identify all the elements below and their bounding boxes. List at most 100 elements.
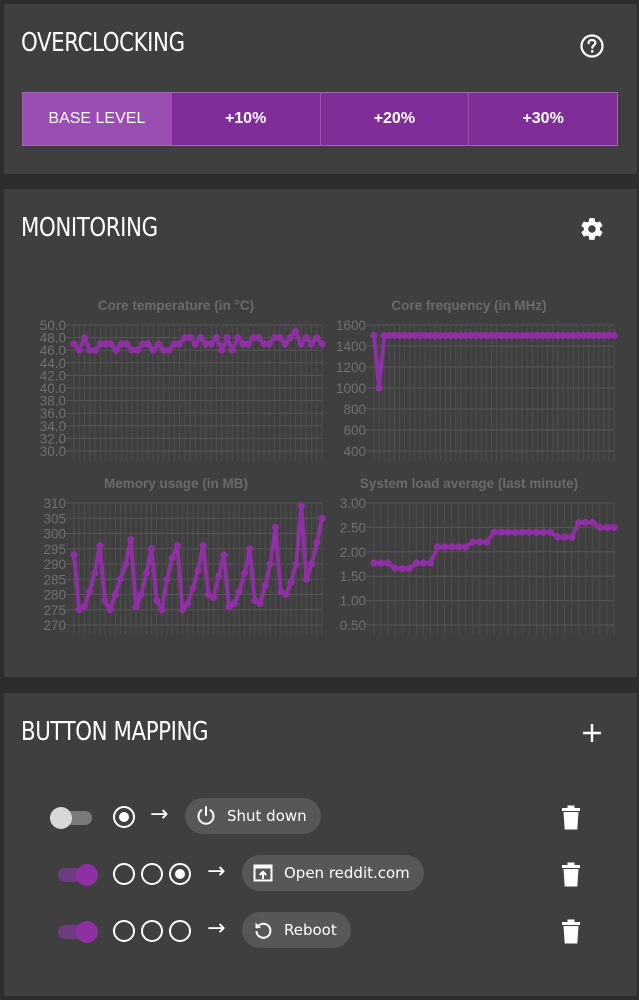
y-tick-label: 38.0: [40, 394, 66, 409]
y-tick-label: 3.00: [340, 496, 366, 511]
press-indicator[interactable]: [113, 806, 135, 828]
data-point: [292, 560, 300, 568]
action-reboot-button[interactable]: Reboot: [242, 912, 351, 948]
y-tick-label: 300: [43, 527, 66, 542]
delete-icon[interactable]: [560, 919, 582, 945]
data-point: [532, 528, 540, 536]
level-plus10-button[interactable]: +10%: [172, 93, 321, 145]
press-indicator[interactable]: [169, 863, 191, 885]
core-temperature-chart: Core temperature (in °C) 50.0 48.0 46.0 44.0…: [22, 291, 326, 466]
help-circle-icon[interactable]: [578, 32, 606, 60]
data-point: [170, 340, 178, 348]
press-indicator[interactable]: [141, 863, 163, 885]
action-open-url-button[interactable]: Open reddit.com: [242, 855, 424, 891]
data-point: [589, 518, 597, 527]
action-shut-down-button[interactable]: Shut down: [185, 798, 321, 834]
data-point: [455, 543, 463, 551]
data-point: [70, 340, 78, 348]
data-point: [390, 331, 399, 340]
press-indicator[interactable]: [141, 920, 163, 942]
data-point: [426, 559, 435, 567]
press-indicator[interactable]: [113, 920, 135, 942]
gear-icon[interactable]: [578, 215, 606, 243]
y-tick-label: 305: [43, 511, 66, 526]
data-point: [431, 331, 439, 340]
data-point: [144, 340, 152, 348]
data-point: [448, 543, 456, 551]
delete-icon[interactable]: [560, 805, 582, 831]
data-point: [207, 340, 215, 348]
y-tick-label: 42.0: [40, 368, 66, 383]
action-label: Shut down: [227, 807, 307, 825]
action-label: Reboot: [284, 921, 337, 939]
level-plus30-button[interactable]: +30%: [522, 110, 564, 127]
data-point: [70, 551, 78, 559]
y-tick-label: 36.0: [40, 406, 66, 421]
y-tick-label: 1200: [336, 360, 366, 375]
data-point: [476, 538, 484, 546]
monitoring-card: MONITORING Core temperature (in °C) 50.0 4…: [4, 189, 637, 677]
data-point: [153, 597, 161, 605]
enable-toggle[interactable]: [48, 806, 92, 830]
arrow-icon: →: [207, 859, 226, 884]
y-tick-label: 275: [43, 603, 66, 618]
data-point: [292, 327, 300, 335]
data-point: [405, 564, 413, 572]
toggle-knob: [76, 921, 98, 943]
data-point: [181, 334, 189, 342]
data-point: [297, 502, 305, 510]
level-base-button[interactable]: BASE LEVEL: [23, 93, 172, 145]
enable-toggle[interactable]: [54, 920, 98, 944]
data-point: [539, 528, 548, 536]
press-indicator[interactable]: [113, 863, 135, 885]
data-point: [235, 587, 243, 596]
data-point: [197, 334, 205, 342]
y-tick-label: 46.0: [40, 343, 66, 358]
data-point: [441, 331, 450, 340]
data-point: [412, 559, 420, 567]
data-point: [421, 331, 429, 340]
y-tick-label: 290: [43, 557, 66, 572]
data-point: [286, 334, 294, 342]
level-plus20-button[interactable]: +20%: [321, 93, 470, 145]
data-point: [483, 538, 491, 546]
data-point: [457, 331, 465, 340]
data-point: [271, 523, 280, 531]
plus-icon[interactable]: [578, 719, 606, 747]
data-point: [138, 340, 147, 348]
data-point: [564, 331, 572, 340]
data-point: [313, 539, 321, 547]
data-point: [584, 331, 593, 340]
data-point: [175, 340, 184, 348]
data-point: [440, 543, 449, 551]
data-point: [574, 331, 582, 340]
data-point: [107, 340, 115, 348]
data-point: [419, 559, 428, 567]
data-point: [595, 331, 603, 340]
data-point: [452, 331, 460, 340]
delete-icon[interactable]: [560, 862, 582, 888]
overclock-level-selector: BASE LEVEL +10% +20% +30%: [22, 92, 618, 146]
data-point: [137, 590, 145, 599]
data-point: [579, 331, 587, 340]
data-point: [276, 334, 284, 342]
y-tick-label: 34.0: [40, 419, 66, 434]
data-point: [318, 340, 326, 348]
y-tick-label: 2.00: [340, 545, 366, 560]
overclocking-title: OVERCLOCKING: [21, 28, 185, 58]
data-point: [209, 593, 218, 602]
data-point: [605, 331, 613, 340]
data-point: [122, 560, 130, 568]
data-point: [282, 590, 290, 599]
y-tick-label: 40.0: [40, 381, 66, 396]
data-point: [384, 559, 392, 567]
data-point: [287, 578, 295, 586]
y-tick-label: 295: [43, 542, 66, 557]
data-point: [469, 538, 477, 546]
y-tick-label: 800: [343, 402, 366, 417]
chart-svg: System load average (last minute) 3.00 2.5…: [340, 476, 618, 635]
data-point: [270, 334, 279, 342]
press-indicator[interactable]: [169, 920, 191, 942]
overclocking-card: OVERCLOCKING BASE LEVEL +10% +20% +30%: [4, 4, 637, 174]
enable-toggle[interactable]: [54, 863, 98, 887]
